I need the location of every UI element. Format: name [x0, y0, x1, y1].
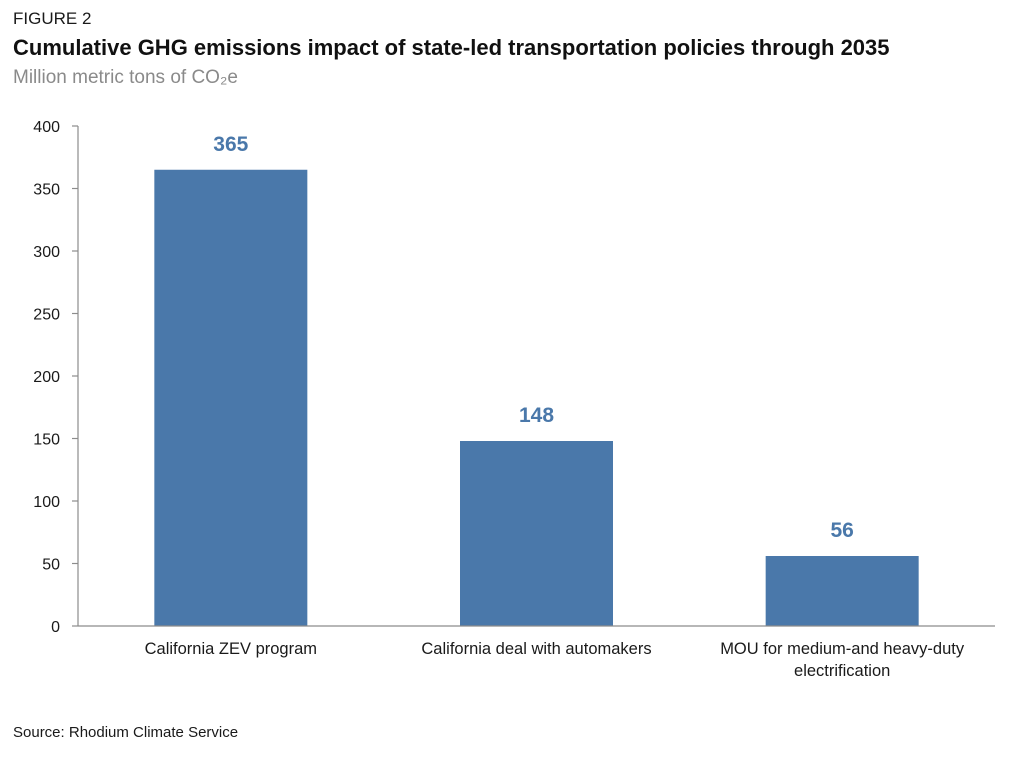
bar: [154, 169, 308, 626]
x-tick-label: MOU for medium-and heavy-duty electrifica…: [720, 640, 965, 680]
y-tick-label: 150: [33, 432, 60, 449]
y-tick-label: 250: [33, 307, 60, 324]
x-tick-label: California deal with automakers: [421, 640, 651, 658]
x-tick-label-line: MOU for medium-and heavy-duty: [720, 640, 965, 658]
x-tick-label-line: California deal with automakers: [421, 640, 651, 658]
bar: [765, 556, 919, 626]
bars: 365 148 56: [154, 133, 919, 626]
data-label: 365: [213, 133, 248, 156]
bar: [460, 441, 613, 626]
figure-label: FIGURE 2: [13, 9, 92, 28]
data-label: 148: [519, 404, 554, 427]
y-tick-label: 50: [42, 557, 60, 574]
x-tick-label-line: electrification: [794, 662, 890, 680]
y-tick-label: 200: [33, 369, 60, 386]
y-tick-label: 0: [51, 619, 60, 636]
y-axis: 0 50 100 150 200 250 300 350 400: [33, 119, 79, 636]
data-label: 56: [830, 519, 853, 542]
y-tick-label: 350: [33, 182, 60, 199]
chart-title: Cumulative GHG emissions impact of state…: [13, 35, 890, 60]
x-tick-label-line: California ZEV program: [145, 640, 317, 658]
y-tick-label: 400: [33, 119, 60, 136]
y-tick-label: 100: [33, 494, 60, 511]
y-tick-label: 300: [33, 244, 60, 261]
chart-subtitle: Million metric tons of CO₂e: [13, 67, 238, 88]
x-axis: California ZEV program California deal wi…: [78, 625, 995, 680]
source-note: Source: Rhodium Climate Service: [13, 724, 239, 741]
x-tick-label: California ZEV program: [145, 640, 317, 658]
